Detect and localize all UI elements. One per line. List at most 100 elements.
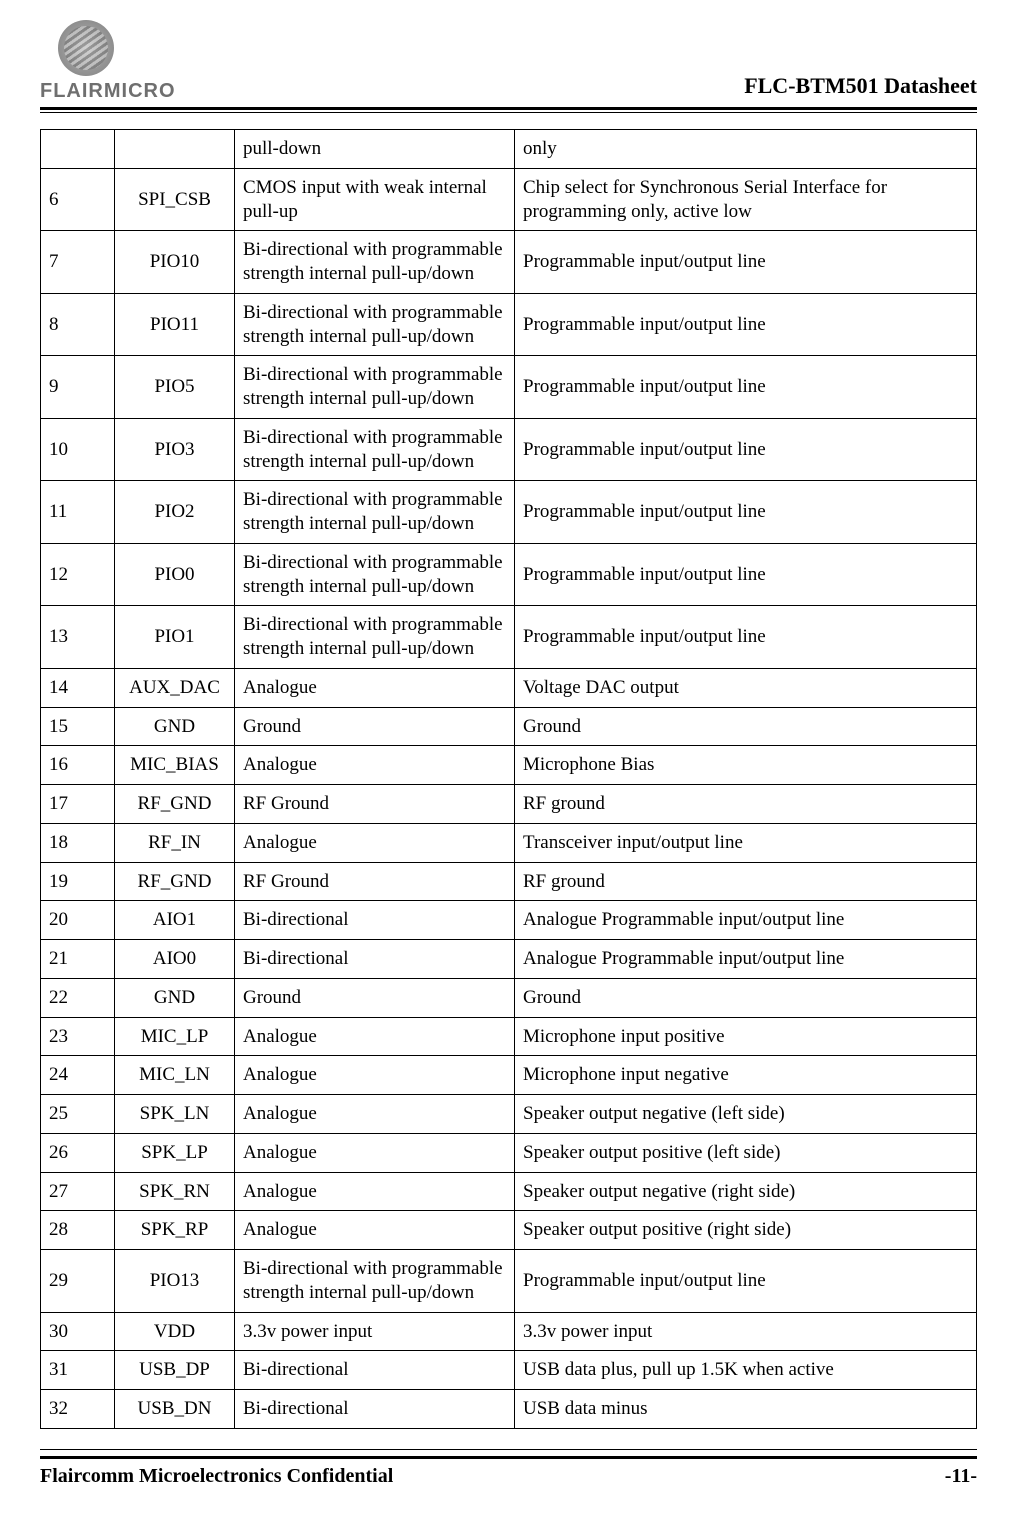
- cell-pad-type: Bi-directional with programmable strengt…: [235, 293, 515, 356]
- cell-description: USB data plus, pull up 1.5K when active: [515, 1351, 977, 1390]
- cell-description: RF ground: [515, 862, 977, 901]
- cell-pin-name: MIC_LN: [115, 1056, 235, 1095]
- cell-pad-type: CMOS input with weak internal pull-up: [235, 168, 515, 231]
- cell-pin-name: SPK_RN: [115, 1172, 235, 1211]
- cell-pin-name: SPK_LP: [115, 1133, 235, 1172]
- cell-pin-name: RF_GND: [115, 785, 235, 824]
- cell-description: Programmable input/output line: [515, 543, 977, 606]
- cell-description: Voltage DAC output: [515, 668, 977, 707]
- cell-pad-type: Analogue: [235, 1095, 515, 1134]
- table-row: 22GNDGroundGround: [41, 978, 977, 1017]
- table-row: 31USB_DPBi-directionalUSB data plus, pul…: [41, 1351, 977, 1390]
- table-row: 26SPK_LPAnalogueSpeaker output positive …: [41, 1133, 977, 1172]
- table-row: 7PIO10Bi-directional with programmable s…: [41, 231, 977, 294]
- cell-pad-type: Bi-directional with programmable strengt…: [235, 481, 515, 544]
- cell-pin-name: PIO10: [115, 231, 235, 294]
- cell-pin-number: 28: [41, 1211, 115, 1250]
- pin-definition-table: pull-downonly6SPI_CSBCMOS input with wea…: [40, 129, 977, 1429]
- cell-description: Programmable input/output line: [515, 293, 977, 356]
- table-row: 32USB_DNBi-directionalUSB data minus: [41, 1390, 977, 1429]
- page-footer: Flaircomm Microelectronics Confidential …: [40, 1465, 977, 1488]
- cell-pin-number: 26: [41, 1133, 115, 1172]
- cell-pad-type: Analogue: [235, 1133, 515, 1172]
- cell-pin-number: 17: [41, 785, 115, 824]
- cell-pin-number: 6: [41, 168, 115, 231]
- cell-pin-number: 21: [41, 940, 115, 979]
- cell-description: Microphone Bias: [515, 746, 977, 785]
- table-row: 6SPI_CSBCMOS input with weak internal pu…: [41, 168, 977, 231]
- page-header: FLAIRMICRO FLC-BTM501 Datasheet: [40, 20, 977, 103]
- table-row: 21AIO0Bi-directionalAnalogue Programmabl…: [41, 940, 977, 979]
- logo-block: FLAIRMICRO: [40, 20, 176, 103]
- cell-pad-type: Analogue: [235, 746, 515, 785]
- cell-description: USB data minus: [515, 1390, 977, 1429]
- cell-pin-name: PIO3: [115, 418, 235, 481]
- cell-description: Programmable input/output line: [515, 231, 977, 294]
- cell-pin-number: 10: [41, 418, 115, 481]
- table-row: 15GNDGroundGround: [41, 707, 977, 746]
- cell-pin-name: PIO11: [115, 293, 235, 356]
- cell-pin-number: 12: [41, 543, 115, 606]
- cell-pad-type: Bi-directional with programmable strengt…: [235, 543, 515, 606]
- table-row: 28SPK_RPAnalogueSpeaker output positive …: [41, 1211, 977, 1250]
- cell-description: Ground: [515, 707, 977, 746]
- cell-description: Analogue Programmable input/output line: [515, 901, 977, 940]
- cell-description: Programmable input/output line: [515, 356, 977, 419]
- cell-pin-name: AIO0: [115, 940, 235, 979]
- cell-description: Ground: [515, 978, 977, 1017]
- table-row: 30VDD3.3v power input3.3v power input: [41, 1312, 977, 1351]
- cell-pad-type: RF Ground: [235, 862, 515, 901]
- cell-description: Programmable input/output line: [515, 481, 977, 544]
- cell-pin-number: 20: [41, 901, 115, 940]
- cell-pad-type: Bi-directional with programmable strengt…: [235, 1250, 515, 1313]
- table-row: 8PIO11Bi-directional with programmable s…: [41, 293, 977, 356]
- cell-pad-type: 3.3v power input: [235, 1312, 515, 1351]
- cell-pad-type: Bi-directional: [235, 901, 515, 940]
- cell-pin-name: MIC_LP: [115, 1017, 235, 1056]
- cell-pad-type: RF Ground: [235, 785, 515, 824]
- cell-pin-name: USB_DP: [115, 1351, 235, 1390]
- cell-pin-number: 9: [41, 356, 115, 419]
- cell-pin-name: AIO1: [115, 901, 235, 940]
- cell-pin-name: VDD: [115, 1312, 235, 1351]
- cell-pad-type: Analogue: [235, 1172, 515, 1211]
- cell-pin-number: 29: [41, 1250, 115, 1313]
- cell-pin-number: 23: [41, 1017, 115, 1056]
- brand-name: FLAIRMICRO: [40, 80, 176, 103]
- cell-pin-name: PIO0: [115, 543, 235, 606]
- table-row: 20AIO1Bi-directionalAnalogue Programmabl…: [41, 901, 977, 940]
- cell-description: Transceiver input/output line: [515, 823, 977, 862]
- cell-pin-number: 32: [41, 1390, 115, 1429]
- header-rule: [40, 107, 977, 113]
- table-row: 13PIO1Bi-directional with programmable s…: [41, 606, 977, 669]
- cell-pin-name: SPI_CSB: [115, 168, 235, 231]
- footer-page-number: -11-: [945, 1465, 977, 1488]
- cell-pin-number: 8: [41, 293, 115, 356]
- table-row: 12PIO0Bi-directional with programmable s…: [41, 543, 977, 606]
- cell-pin-number: 14: [41, 668, 115, 707]
- cell-description: Speaker output positive (right side): [515, 1211, 977, 1250]
- table-row: 14AUX_DACAnalogueVoltage DAC output: [41, 668, 977, 707]
- cell-pin-name: USB_DN: [115, 1390, 235, 1429]
- cell-pin-name: AUX_DAC: [115, 668, 235, 707]
- cell-pad-type: Bi-directional with programmable strengt…: [235, 356, 515, 419]
- cell-description: Microphone input negative: [515, 1056, 977, 1095]
- cell-pin-name: PIO13: [115, 1250, 235, 1313]
- table-row: 16MIC_BIASAnalogueMicrophone Bias: [41, 746, 977, 785]
- table-row: 19RF_GNDRF GroundRF ground: [41, 862, 977, 901]
- cell-pad-type: Bi-directional: [235, 1390, 515, 1429]
- cell-pin-name: PIO1: [115, 606, 235, 669]
- cell-pad-type: Analogue: [235, 1211, 515, 1250]
- table-row: 9PIO5Bi-directional with programmable st…: [41, 356, 977, 419]
- cell-description: Speaker output positive (left side): [515, 1133, 977, 1172]
- cell-pad-type: pull-down: [235, 130, 515, 169]
- cell-pin-name: RF_IN: [115, 823, 235, 862]
- table-row: pull-downonly: [41, 130, 977, 169]
- table-row: 23MIC_LPAnalogueMicrophone input positiv…: [41, 1017, 977, 1056]
- document-title: FLC-BTM501 Datasheet: [744, 73, 977, 99]
- cell-description: Chip select for Synchronous Serial Inter…: [515, 168, 977, 231]
- cell-pad-type: Bi-directional: [235, 1351, 515, 1390]
- table-row: 18RF_INAnalogueTransceiver input/output …: [41, 823, 977, 862]
- cell-pad-type: Analogue: [235, 668, 515, 707]
- cell-description: Programmable input/output line: [515, 606, 977, 669]
